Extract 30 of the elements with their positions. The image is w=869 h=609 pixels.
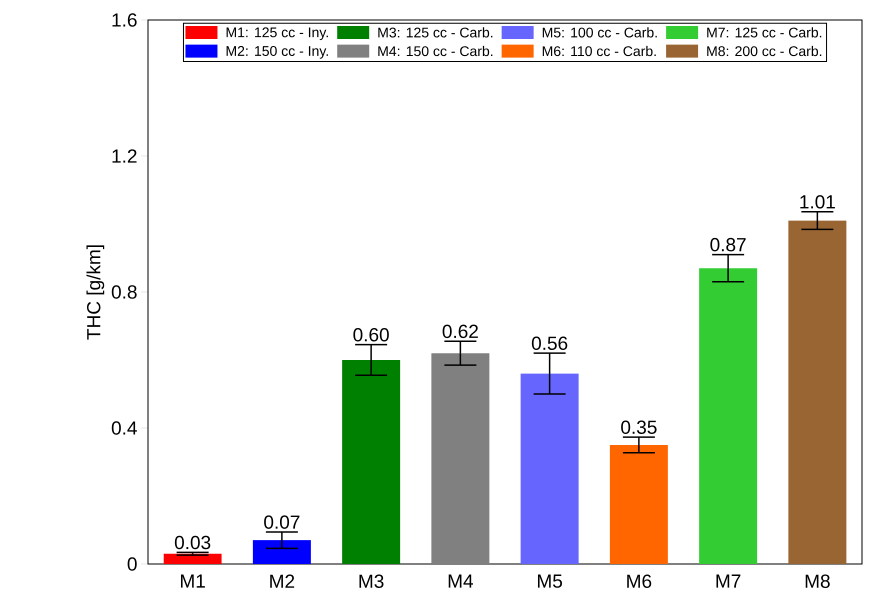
data-label: 0.62: [442, 324, 478, 338]
legend-label: M1: 125 cc - Iny.: [226, 27, 328, 40]
x-tick-label: M1: [180, 574, 205, 588]
legend-label: M7: 125 cc - Carb.: [707, 27, 822, 38]
data-label: 0.56: [532, 336, 568, 350]
legend-label: M5: 100 cc - Carb.: [542, 27, 657, 38]
legend-label: M3: 125 cc - Carb.: [378, 27, 492, 38]
x-tick-label: M8: [806, 574, 830, 588]
y-axis-title: THC [g/km]: [86, 245, 104, 340]
data-label: 0.03: [174, 536, 210, 550]
x-tick-label: M5: [538, 574, 562, 588]
data-label: 0.87: [710, 238, 746, 252]
y-tick-label: 0.8: [112, 285, 137, 299]
x-tick-label: M2: [270, 574, 294, 588]
legend-label: M6: 110 cc - Carb.: [542, 46, 656, 56]
data-label: 0.07: [264, 515, 300, 529]
x-tick-label: M3: [359, 574, 384, 588]
data-label: 0.35: [621, 420, 657, 434]
data-label: 0.60: [353, 328, 389, 342]
legend-label: M8: 200 cc - Carb.: [707, 46, 822, 56]
data-label: 1.01: [800, 195, 835, 209]
y-tick-label: 1.2: [112, 149, 137, 163]
y-tick-label: 0.4: [112, 421, 137, 435]
x-tick-label: M4: [448, 574, 474, 588]
x-tick-label: M7: [716, 574, 740, 588]
legend-label: M2: 150 cc - Iny.: [226, 46, 328, 59]
y-tick-label: 0: [128, 557, 137, 571]
legend-label: M4: 150 cc - Carb.: [378, 46, 492, 56]
x-tick-label: M6: [627, 574, 652, 588]
y-tick-label: 1.6: [112, 13, 137, 27]
